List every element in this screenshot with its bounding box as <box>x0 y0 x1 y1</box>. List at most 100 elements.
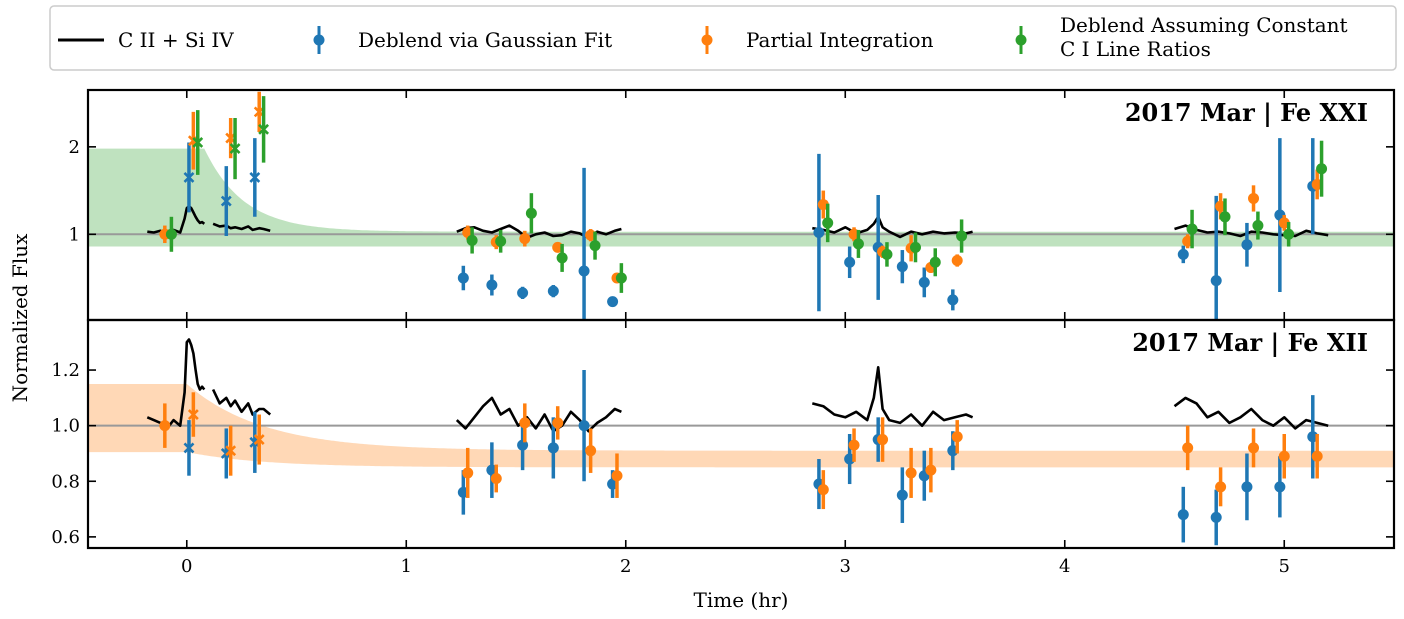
data-point <box>547 285 559 297</box>
data-point <box>552 417 564 429</box>
lightcurve-segment <box>811 366 974 427</box>
data-point <box>462 467 474 479</box>
data-point-x-marker <box>229 143 241 155</box>
data-point <box>611 470 623 482</box>
data-point-x-marker <box>225 445 237 457</box>
series-deblend-assuming-constant-c-i-line-ratios <box>165 96 1328 293</box>
data-point <box>905 467 917 479</box>
x-tick-label: 3 <box>840 556 851 577</box>
data-point <box>495 235 507 247</box>
data-point <box>547 442 559 454</box>
lightcurve-segment <box>455 396 622 433</box>
data-point <box>1186 223 1198 235</box>
legend-entry-label-line: Partial Integration <box>746 28 934 52</box>
y-tick-label: 1.0 <box>51 416 80 437</box>
data-point <box>1252 220 1264 232</box>
data-point <box>881 248 893 260</box>
data-point <box>517 287 529 299</box>
plot-area <box>88 338 1394 546</box>
data-point <box>896 261 908 273</box>
x-tick-label: 4 <box>1059 556 1070 577</box>
data-point <box>1177 248 1189 260</box>
data-point <box>822 217 834 229</box>
lightcurve-segment <box>212 222 271 233</box>
data-point <box>817 484 829 496</box>
data-point <box>1248 442 1260 454</box>
data-point <box>951 255 963 267</box>
data-point <box>1241 481 1253 493</box>
y-tick-label: 1 <box>69 224 80 245</box>
data-point <box>909 241 921 253</box>
data-point <box>844 256 856 268</box>
data-point <box>1210 511 1222 523</box>
data-point <box>1316 163 1328 175</box>
y-tick-label: 2 <box>69 137 80 158</box>
series-partial-integration <box>159 392 1323 510</box>
data-point <box>925 464 937 476</box>
axes-frame <box>86 318 1396 550</box>
series-deblend-via-gaussian-fit <box>183 138 1319 320</box>
data-point-x-marker <box>183 442 195 454</box>
data-point <box>486 279 498 291</box>
data-point <box>517 439 529 451</box>
data-point <box>1182 442 1194 454</box>
data-point <box>556 252 568 264</box>
data-point <box>896 489 908 501</box>
legend-entry-label: Partial Integration <box>746 28 934 52</box>
legend-entry-label: Deblend Assuming Constant C I Line Ratios <box>1060 13 1348 61</box>
legend-marker-swatch <box>1015 34 1027 46</box>
lightcurve-segment <box>1173 396 1329 430</box>
data-point <box>1219 211 1231 223</box>
data-point <box>947 294 959 306</box>
x-tick-label: 2 <box>620 556 631 577</box>
legend-entry-label: C II + Si IV <box>118 28 234 52</box>
lightcurve-segment <box>211 388 272 416</box>
data-point <box>165 228 177 240</box>
data-point <box>852 238 864 250</box>
x-tick-label: 1 <box>401 556 412 577</box>
data-point <box>918 276 930 288</box>
data-point <box>877 434 889 446</box>
y-tick-label: 0.8 <box>51 471 80 492</box>
data-point <box>848 439 860 451</box>
data-point <box>1210 275 1222 287</box>
legend-frame <box>49 5 1397 71</box>
legend: C II + Si IV Deblend via Gaussian Fit Part… <box>49 5 1397 71</box>
data-point <box>525 207 537 219</box>
data-point <box>490 472 502 484</box>
y-tick-label: 1.2 <box>51 360 80 381</box>
data-point <box>466 234 478 246</box>
panel-title: 2017 Mar | Fe XII <box>1132 328 1368 357</box>
lightcurve-segment <box>1174 224 1329 238</box>
panels: 1 2 2017 Mar | Fe XXI 0.6 0.8 1.0 1.2 0 1 2 3 4 5 201… <box>51 88 1396 577</box>
data-point <box>956 230 968 242</box>
legend-entry-label-line: C I Line Ratios <box>1060 37 1211 61</box>
panel-2: 0.6 0.8 1.0 1.2 0 1 2 3 4 5 2017 Mar | Fe XII <box>51 318 1396 577</box>
data-point <box>1278 450 1290 462</box>
legend-marker-swatch <box>313 34 325 46</box>
data-point <box>1215 481 1227 493</box>
data-point <box>615 272 627 284</box>
data-point <box>159 420 171 432</box>
data-point-x-marker <box>253 434 265 445</box>
data-point-x-marker <box>258 123 270 135</box>
x-tick-label: 0 <box>181 556 192 577</box>
legend-entry-label-line: C II + Si IV <box>118 28 234 52</box>
legend-entry-label-line: Deblend via Gaussian Fit <box>358 28 612 52</box>
data-point <box>1177 509 1189 521</box>
data-point <box>929 256 941 268</box>
data-point <box>1311 450 1323 462</box>
data-point-x-marker <box>187 409 199 420</box>
x-tick-label: 5 <box>1279 556 1290 577</box>
data-point <box>1248 192 1260 204</box>
data-point <box>1283 228 1295 240</box>
data-point-x-marker <box>249 172 261 183</box>
model-band <box>88 148 1394 247</box>
data-point <box>585 445 597 457</box>
data-point <box>519 233 531 245</box>
data-point <box>457 272 469 284</box>
data-point <box>578 420 590 432</box>
panel-title: 2017 Mar | Fe XXI <box>1125 98 1368 127</box>
